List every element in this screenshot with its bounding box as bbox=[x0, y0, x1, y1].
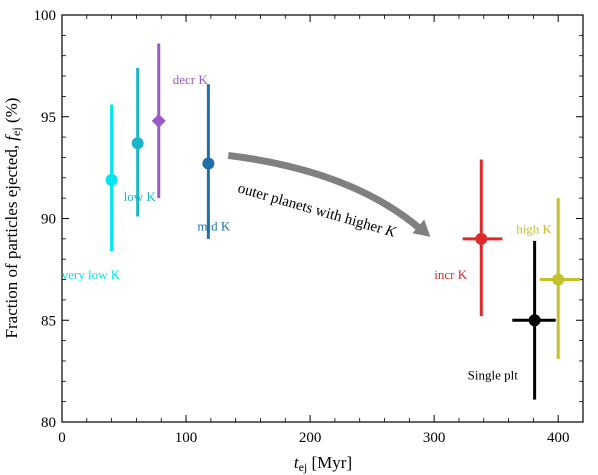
point-labels: very low K low K decr K mid K incr K high K Si… bbox=[62, 72, 553, 382]
annotation-text: outer planets with higher bbox=[236, 180, 388, 238]
point-label: low K bbox=[124, 189, 157, 204]
axis-ticks: 0 100 200 300 400 80 85 90 95 100 bbox=[34, 8, 583, 446]
circle-marker bbox=[202, 157, 215, 170]
arrow-annotation: outer planets with higher K bbox=[236, 180, 398, 241]
circle-marker bbox=[131, 137, 144, 150]
point-label: high K bbox=[516, 222, 552, 237]
x-tick-label: 0 bbox=[58, 430, 66, 446]
arrow-head bbox=[412, 219, 431, 237]
y-axis-label: Fraction of particles ejected, fej (%) bbox=[2, 98, 23, 339]
point-label: mid K bbox=[197, 219, 230, 234]
data-point bbox=[151, 43, 166, 199]
point-label: decr K bbox=[173, 72, 209, 87]
circle-marker bbox=[552, 273, 565, 286]
circle-marker bbox=[475, 232, 488, 245]
y-tick-label: 100 bbox=[34, 8, 57, 24]
data-point bbox=[202, 84, 215, 239]
diamond-marker bbox=[151, 113, 166, 128]
x-tick-label: 300 bbox=[423, 430, 446, 446]
data-point bbox=[539, 198, 581, 359]
y-tick-label: 95 bbox=[41, 110, 56, 126]
arrow-shaft bbox=[227, 151, 425, 234]
y-tick-label: 80 bbox=[41, 415, 56, 431]
x-tick-label: 100 bbox=[175, 430, 198, 446]
x-tick-label: 400 bbox=[547, 430, 570, 446]
point-label: very low K bbox=[62, 267, 121, 282]
data-points bbox=[105, 43, 581, 400]
circle-marker bbox=[105, 173, 118, 186]
data-point bbox=[512, 240, 556, 400]
y-tick-label: 85 bbox=[41, 313, 56, 329]
point-label: Single plt bbox=[468, 367, 519, 382]
x-axis-label: tej [Myr] bbox=[294, 453, 352, 474]
data-point bbox=[462, 159, 503, 317]
data-point bbox=[131, 67, 144, 217]
x-tick-label: 200 bbox=[299, 430, 322, 446]
trend-arrow bbox=[227, 151, 431, 237]
point-label: incr K bbox=[434, 267, 467, 282]
data-point bbox=[105, 104, 118, 252]
circle-marker bbox=[528, 314, 541, 327]
y-tick-label: 90 bbox=[41, 212, 56, 228]
